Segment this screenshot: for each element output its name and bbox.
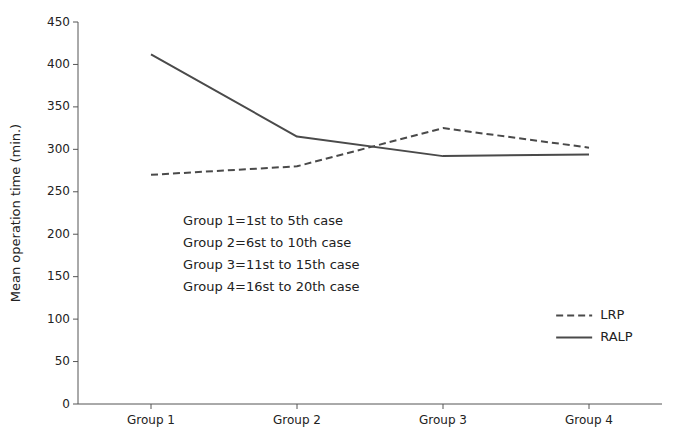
series-line [151, 128, 589, 175]
x-tick [443, 404, 444, 409]
y-tick [73, 361, 78, 362]
y-axis-line [78, 22, 79, 404]
series-lines [151, 54, 589, 175]
y-tick [73, 22, 78, 23]
y-tick [73, 276, 78, 277]
y-tick-label: 250 [47, 184, 70, 198]
y-tick [73, 191, 78, 192]
legend-label: RALP [600, 329, 633, 344]
y-tick-label: 200 [47, 227, 70, 241]
y-axis: 0 50 100 150 200 250 300 350 400 450 [47, 15, 78, 411]
series-line [151, 54, 589, 156]
y-tick-label: 350 [47, 99, 70, 113]
annotation: Group 3=11st to 15th case [183, 257, 360, 272]
annotation: Group 1=1st to 5th case [183, 213, 343, 228]
x-tick-label: Group 1 [127, 413, 175, 427]
x-tick [589, 404, 590, 409]
annotation: Group 4=16st to 20th case [183, 279, 360, 294]
x-axis-line [78, 404, 662, 405]
annotation: Group 2=6st to 10th case [183, 235, 351, 250]
x-axis: Group 1 Group 2 Group 3 Group 4 [78, 404, 662, 427]
x-tick-label: Group 4 [565, 413, 613, 427]
y-tick [73, 319, 78, 320]
legend-swatch [556, 337, 592, 339]
y-tick [73, 106, 78, 107]
legend: LRP RALP [556, 307, 633, 344]
chart-svg: 0 50 100 150 200 250 300 350 400 450 Mean operatio… [0, 0, 686, 448]
x-tick-label: Group 3 [419, 413, 467, 427]
y-tick-label: 150 [47, 269, 70, 283]
y-tick-label: 100 [47, 312, 70, 326]
y-tick [73, 234, 78, 235]
y-tick-label: 300 [47, 142, 70, 156]
y-tick [73, 64, 78, 65]
x-tick-label: Group 2 [273, 413, 321, 427]
y-tick-label: 50 [55, 354, 70, 368]
legend-swatch [556, 315, 592, 317]
legend-item: LRP [556, 307, 624, 322]
y-tick-label: 400 [47, 57, 70, 71]
legend-item: RALP [556, 329, 633, 344]
chart-container: 0 50 100 150 200 250 300 350 400 450 Mean operatio… [0, 0, 686, 448]
legend-label: LRP [600, 307, 624, 322]
y-tick-label: 450 [47, 15, 70, 29]
annotations: Group 1=1st to 5th case Group 2=6st to 10… [183, 213, 360, 294]
y-tick [73, 149, 78, 150]
y-tick-label: 0 [62, 397, 70, 411]
y-tick [73, 404, 78, 405]
y-axis-label: Mean operation time (min.) [8, 124, 23, 302]
x-tick [151, 404, 152, 409]
x-tick [297, 404, 298, 409]
